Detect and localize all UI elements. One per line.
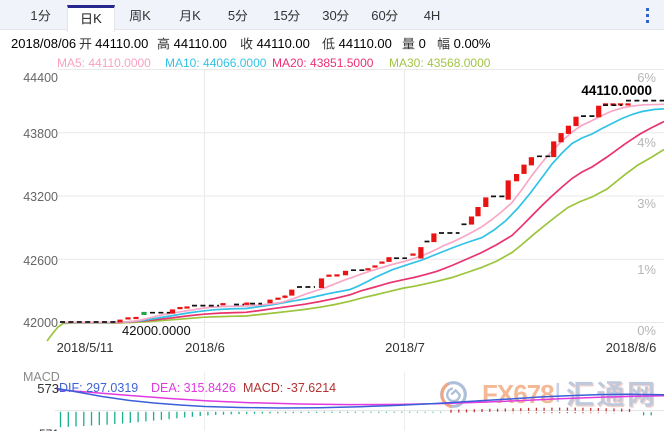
svg-text:FX678: FX678 — [482, 379, 554, 409]
